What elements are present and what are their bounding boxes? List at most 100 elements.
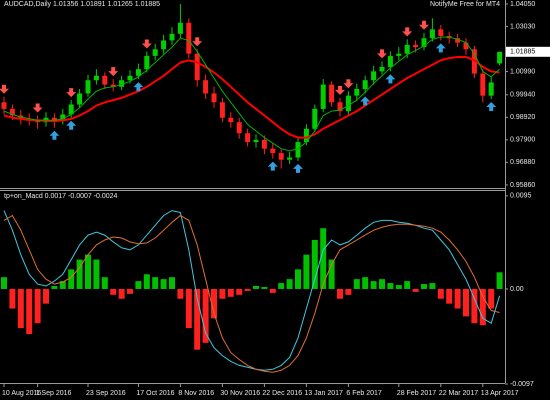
candle-body (455, 38, 461, 43)
histogram-bar (471, 288, 478, 324)
y-tick-label: 1.00990 (510, 68, 535, 75)
y-tick-label: 1.03030 (510, 23, 535, 30)
y-tick-label: 0.98920 (510, 114, 535, 121)
candle-body (9, 108, 15, 116)
candle-body (345, 95, 351, 112)
candle-body (60, 114, 66, 122)
candle-body (245, 133, 251, 143)
candle-body (177, 22, 183, 34)
histogram-bar (286, 279, 293, 289)
histogram-bar (320, 228, 327, 289)
sell-arrow (343, 79, 354, 89)
y-tick-label: 0.97900 (510, 137, 535, 144)
y-tick-label: 0.99940 (510, 92, 535, 99)
current-price-box (506, 46, 550, 57)
indicator-line (3, 36, 500, 152)
candle-body (194, 53, 200, 81)
candle-body (161, 40, 167, 50)
histogram-bar (68, 269, 75, 289)
candle-body (438, 29, 444, 37)
y-tick-label: -0.0097 (510, 381, 534, 388)
histogram-bar (169, 277, 175, 289)
histogram-bar (437, 288, 444, 299)
sell-arrow (32, 103, 43, 113)
candle-body (253, 139, 259, 143)
buy-arrow (49, 130, 60, 140)
candle-body (295, 142, 301, 158)
histogram-bar (118, 288, 125, 299)
histogram-bar (177, 288, 184, 299)
indicator-title: tp+on_Macd 0.0017 -0.0007 -0.0024 (4, 193, 118, 200)
histogram-bar (479, 288, 486, 326)
histogram-bar (421, 284, 427, 289)
sell-arrow (66, 88, 77, 98)
indicator-line (3, 56, 500, 139)
histogram-bar (135, 281, 142, 289)
candle-body (127, 75, 133, 81)
y-tick-label: 0.95860 (510, 182, 535, 189)
histogram-bar (379, 279, 385, 289)
histogram-bar (311, 239, 318, 289)
candle-body (413, 44, 419, 48)
buy-arrow (267, 161, 278, 171)
candle-body (396, 53, 402, 56)
candle-body (362, 80, 368, 90)
annotation: NotifyMe Free for MT4 (430, 1, 500, 8)
histogram-bar (34, 288, 41, 324)
candle-body (1, 102, 7, 109)
histogram-bar (219, 288, 226, 299)
histogram-bar (463, 288, 469, 317)
candle-body (429, 29, 435, 39)
histogram-bar (295, 269, 301, 289)
histogram-bar (93, 259, 100, 289)
histogram-bar (26, 288, 33, 335)
x-tick-label: 22 Mar 2017 (439, 390, 478, 397)
candle-body (387, 55, 393, 67)
histogram-bar (227, 288, 234, 297)
histogram-bar (269, 288, 276, 293)
candle-body (312, 108, 318, 129)
histogram-bar (160, 279, 167, 289)
x-tick-label: 13 Apr 2017 (481, 390, 519, 397)
candle-body (203, 80, 209, 94)
sell-arrow (402, 27, 413, 37)
histogram-bar (51, 286, 58, 289)
candle-body (93, 75, 99, 81)
histogram-bar (261, 286, 268, 289)
histogram-bar (404, 281, 411, 289)
candle-body (270, 148, 276, 154)
histogram-bar (278, 283, 285, 289)
candle-body (379, 66, 385, 72)
x-tick-label: 28 Feb 2017 (397, 390, 436, 397)
histogram-bar (185, 288, 192, 329)
histogram-bar (412, 288, 419, 292)
histogram-bar (127, 288, 133, 294)
buy-arrow (293, 163, 303, 173)
candle-body (186, 22, 192, 54)
histogram-bar (345, 288, 352, 295)
candle-body (329, 84, 335, 103)
buy-arrow (66, 120, 77, 130)
candle-body (463, 42, 469, 50)
candle-body (110, 84, 116, 87)
buy-arrow (435, 43, 446, 53)
x-tick-label: 8 Nov 2016 (178, 390, 214, 397)
histogram-bar (85, 254, 91, 289)
x-tick-label: 6 Feb 2017 (346, 390, 382, 397)
indicator-line (3, 214, 500, 373)
candle-body (488, 82, 494, 96)
histogram-bar (101, 277, 108, 289)
histogram-bar (362, 277, 369, 289)
candle-body (228, 117, 234, 123)
histogram-bar (76, 259, 83, 289)
x-tick-label: 10 Aug 2016 (2, 390, 41, 397)
histogram-bar (9, 288, 16, 309)
histogram-bar (387, 283, 394, 289)
histogram-bar (454, 288, 461, 309)
histogram-bar (353, 279, 360, 289)
histogram-bar (370, 281, 377, 289)
histogram-bar (446, 288, 453, 304)
candle-body (169, 33, 175, 41)
